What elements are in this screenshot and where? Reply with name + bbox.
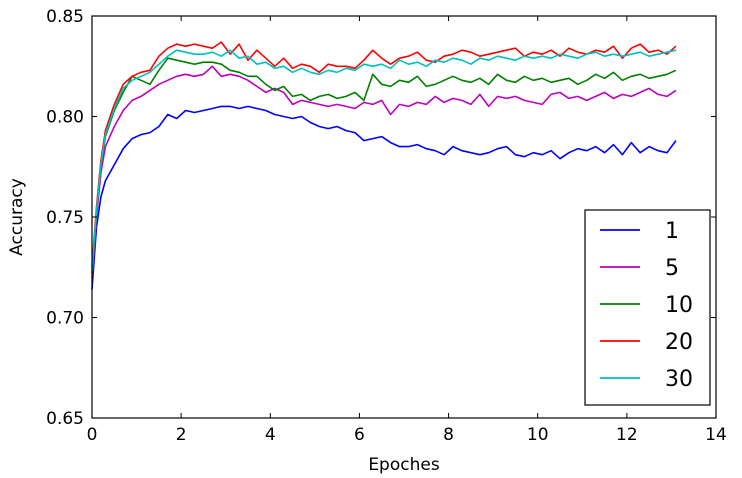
legend-label-30: 30 <box>665 367 693 392</box>
x-tick-label: 6 <box>354 425 365 445</box>
x-tick-label: 12 <box>616 425 638 445</box>
x-tick-label: 0 <box>87 425 98 445</box>
series-line-5 <box>91 65 677 278</box>
x-axis-label: Epoches <box>368 455 440 475</box>
legend-label-20: 20 <box>665 330 693 355</box>
y-tick-label: 0.75 <box>46 208 84 228</box>
x-tick-label: 4 <box>265 425 276 445</box>
y-tick-label: 0.65 <box>46 409 84 429</box>
x-tick-label: 2 <box>176 425 187 445</box>
series-line-20 <box>91 41 677 268</box>
legend-box <box>584 209 711 406</box>
x-tick-label: 14 <box>705 425 727 445</box>
legend: 1 5 10 20 30 <box>584 209 711 406</box>
y-tick-label: 0.70 <box>46 309 84 329</box>
x-tick-label: 8 <box>443 425 454 445</box>
legend-label-10: 10 <box>665 293 693 318</box>
legend-label-1: 1 <box>665 219 679 244</box>
series-line-1 <box>91 105 677 290</box>
series-line-10 <box>91 57 677 274</box>
series-line-30 <box>91 49 677 272</box>
x-tick-label: 10 <box>527 425 549 445</box>
axis-ticks: 0 2 4 6 8 10 12 14 0.65 0.70 0.75 0.80 0.85 <box>46 7 727 445</box>
series-layer <box>91 41 677 290</box>
legend-label-5: 5 <box>665 256 679 281</box>
y-tick-label: 0.80 <box>46 108 84 128</box>
y-tick-label: 0.85 <box>46 7 84 27</box>
y-axis-label: Accuracy <box>7 178 27 256</box>
